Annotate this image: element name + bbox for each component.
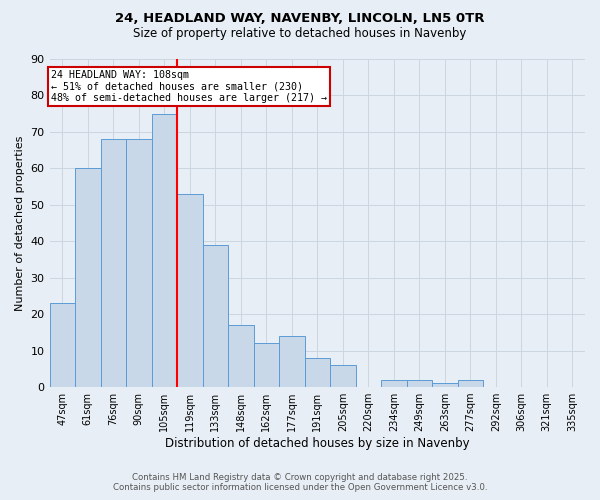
Bar <box>432 384 458 387</box>
Bar <box>126 139 152 387</box>
Bar <box>458 380 483 387</box>
Bar <box>101 139 126 387</box>
Bar <box>381 380 407 387</box>
Text: 24 HEADLAND WAY: 108sqm
← 51% of detached houses are smaller (230)
48% of semi-d: 24 HEADLAND WAY: 108sqm ← 51% of detache… <box>51 70 327 103</box>
Bar <box>152 114 177 387</box>
Y-axis label: Number of detached properties: Number of detached properties <box>15 136 25 310</box>
Bar <box>75 168 101 387</box>
Bar <box>254 344 279 387</box>
Bar <box>203 245 228 387</box>
X-axis label: Distribution of detached houses by size in Navenby: Distribution of detached houses by size … <box>165 437 470 450</box>
Text: 24, HEADLAND WAY, NAVENBY, LINCOLN, LN5 0TR: 24, HEADLAND WAY, NAVENBY, LINCOLN, LN5 … <box>115 12 485 26</box>
Bar <box>305 358 330 387</box>
Bar <box>407 380 432 387</box>
Bar <box>50 303 75 387</box>
Bar <box>177 194 203 387</box>
Bar <box>279 336 305 387</box>
Bar <box>330 365 356 387</box>
Bar <box>228 325 254 387</box>
Text: Contains HM Land Registry data © Crown copyright and database right 2025.
Contai: Contains HM Land Registry data © Crown c… <box>113 473 487 492</box>
Text: Size of property relative to detached houses in Navenby: Size of property relative to detached ho… <box>133 28 467 40</box>
